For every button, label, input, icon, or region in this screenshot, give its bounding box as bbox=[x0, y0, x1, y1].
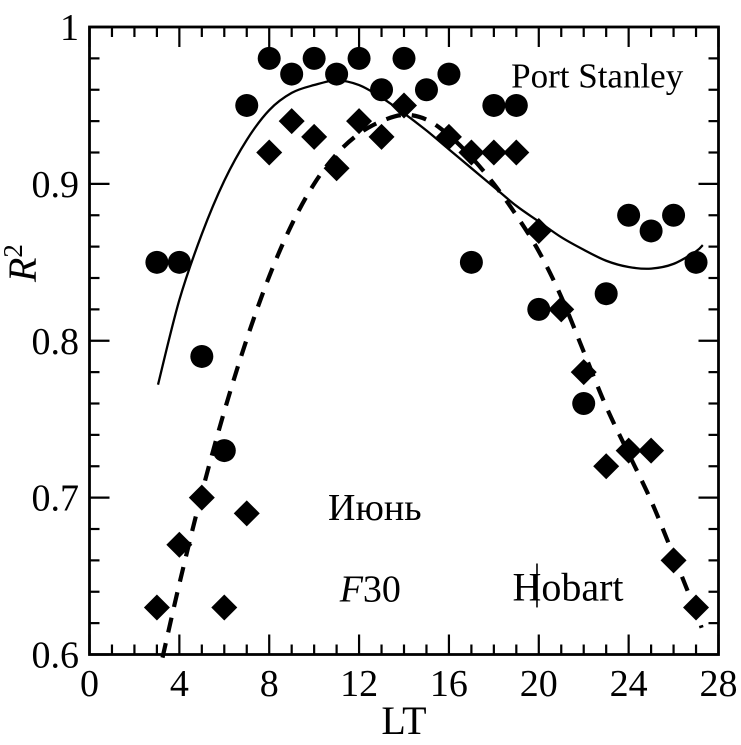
data-point-hobart bbox=[638, 437, 665, 464]
data-point-port-stanley bbox=[459, 250, 483, 274]
data-point-hobart bbox=[458, 139, 485, 166]
data-point-hobart bbox=[593, 453, 620, 480]
data-point-port-stanley bbox=[572, 392, 596, 415]
data-point-port-stanley bbox=[482, 93, 506, 117]
y-tick-label: 0.8 bbox=[32, 321, 80, 363]
data-point-port-stanley bbox=[392, 46, 416, 70]
data-point-hobart bbox=[211, 594, 238, 621]
data-point-hobart bbox=[166, 531, 193, 558]
data-point-port-stanley bbox=[639, 219, 663, 243]
data-point-hobart bbox=[368, 123, 395, 150]
fit-curve-port-stanley bbox=[156, 79, 704, 385]
x-tick-label: 8 bbox=[260, 663, 279, 705]
data-point-port-stanley bbox=[347, 46, 371, 70]
f30-label: F30 bbox=[339, 569, 401, 611]
data-point-hobart bbox=[660, 547, 687, 574]
data-point-port-stanley bbox=[145, 250, 169, 274]
x-tick-label: 12 bbox=[340, 663, 378, 705]
data-point-hobart bbox=[435, 123, 462, 150]
x-tick-label: 16 bbox=[430, 663, 468, 705]
x-axis-label: LT bbox=[381, 698, 426, 743]
data-point-hobart bbox=[548, 296, 575, 323]
plot-border bbox=[88, 25, 720, 656]
x-tick-label: 28 bbox=[700, 663, 738, 705]
x-tick-label: 4 bbox=[170, 663, 189, 705]
data-point-port-stanley bbox=[504, 93, 528, 117]
data-point-port-stanley bbox=[302, 46, 326, 70]
data-point-port-stanley bbox=[212, 439, 236, 463]
port-stanley-label: Port Stanley bbox=[511, 57, 684, 96]
data-point-hobart bbox=[143, 594, 170, 621]
month-label: Июнь bbox=[328, 487, 422, 529]
y-tick-label: 0.7 bbox=[32, 478, 80, 520]
data-point-hobart bbox=[256, 139, 283, 166]
data-point-hobart bbox=[346, 108, 373, 135]
data-point-hobart bbox=[570, 359, 597, 386]
data-point-hobart bbox=[503, 139, 530, 166]
data-point-hobart bbox=[480, 139, 507, 166]
data-point-port-stanley bbox=[190, 344, 214, 368]
data-point-port-stanley bbox=[617, 203, 641, 227]
data-point-port-stanley bbox=[527, 297, 551, 321]
data-point-hobart bbox=[683, 594, 710, 621]
data-point-port-stanley bbox=[370, 78, 394, 102]
x-tick-label: 24 bbox=[610, 663, 648, 705]
data-point-port-stanley bbox=[167, 250, 191, 274]
x-tick-label: 20 bbox=[520, 663, 558, 705]
y-tick-label: 0.6 bbox=[32, 635, 80, 677]
data-point-port-stanley bbox=[684, 250, 708, 274]
data-point-hobart bbox=[188, 484, 215, 511]
data-point-hobart bbox=[278, 108, 305, 135]
data-point-hobart bbox=[301, 123, 328, 150]
data-point-port-stanley bbox=[437, 62, 461, 86]
y-tick-label: 0.9 bbox=[32, 164, 80, 206]
data-point-hobart bbox=[233, 500, 260, 527]
data-point-port-stanley bbox=[594, 282, 618, 306]
data-point-hobart bbox=[525, 217, 552, 244]
y-tick-label: 1 bbox=[60, 7, 79, 49]
data-point-hobart bbox=[615, 437, 642, 464]
data-point-port-stanley bbox=[325, 62, 349, 86]
data-point-port-stanley bbox=[414, 78, 438, 102]
data-point-hobart bbox=[391, 92, 417, 119]
y-axis-label: R2 bbox=[0, 244, 45, 283]
data-point-port-stanley bbox=[280, 62, 304, 86]
data-point-port-stanley bbox=[235, 93, 259, 117]
data-point-port-stanley bbox=[257, 46, 281, 70]
data-point-port-stanley bbox=[662, 203, 686, 227]
data-point-hobart bbox=[323, 155, 350, 182]
hobart-label: Hobart bbox=[512, 565, 623, 610]
x-tick-label: 0 bbox=[80, 663, 99, 705]
